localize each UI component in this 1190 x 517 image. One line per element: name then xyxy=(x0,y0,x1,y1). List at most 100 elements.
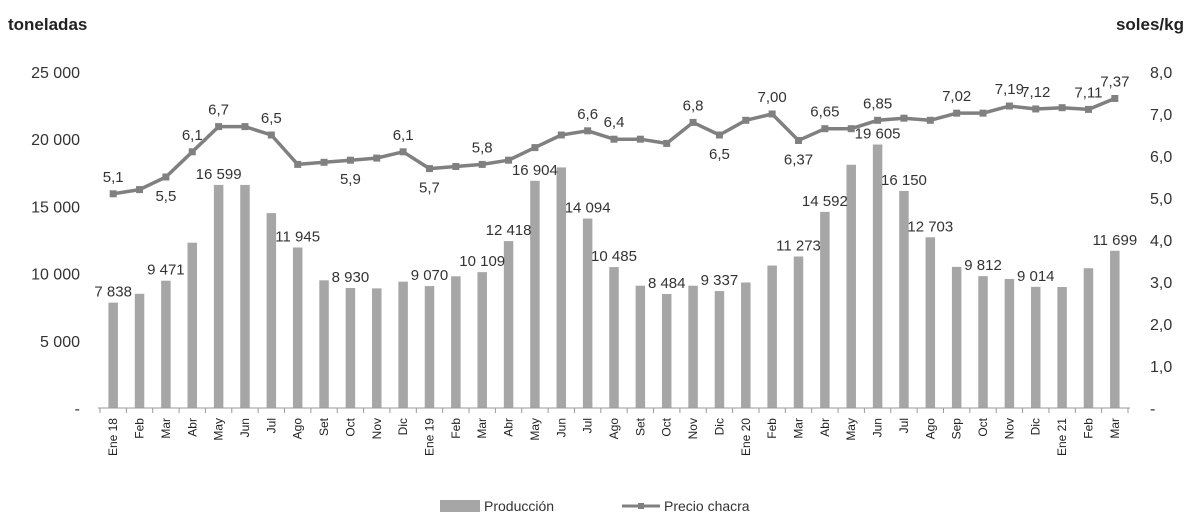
x-tick-label: May xyxy=(844,418,858,441)
x-tick-label: Ene 20 xyxy=(739,418,753,456)
line-value-label: 5,8 xyxy=(472,139,493,156)
left-tick-label: 15 000 xyxy=(31,199,80,216)
x-tick-label: Dic xyxy=(712,418,726,435)
line-value-label: 6,1 xyxy=(393,127,414,144)
bar-value-label: 9 070 xyxy=(411,267,449,284)
line-marker xyxy=(241,123,249,131)
right-axis: - 1,0 2,0 3,0 4,0 5,0 6,0 7,0 8,0 xyxy=(1150,65,1172,418)
legend-bar-label: Producción xyxy=(484,498,554,514)
bar xyxy=(161,280,171,408)
bar xyxy=(1030,286,1041,408)
line-value-label: 6,85 xyxy=(863,95,892,112)
x-tick-label: Oct xyxy=(660,417,674,436)
x-tick-label: Oct xyxy=(343,417,357,436)
line-marker xyxy=(215,123,223,131)
line-marker xyxy=(663,139,671,147)
bar xyxy=(266,213,277,408)
bar-value-label: 10 485 xyxy=(591,248,637,265)
bar xyxy=(978,276,988,408)
line-value-label: 6,5 xyxy=(261,110,282,127)
line-marker xyxy=(373,154,381,162)
line-marker xyxy=(294,160,302,168)
bar xyxy=(477,272,487,408)
bar xyxy=(1057,287,1067,408)
line-marker xyxy=(584,127,592,135)
line-marker xyxy=(346,156,354,164)
line-value-label: 7,37 xyxy=(1100,73,1129,90)
line-series xyxy=(109,94,1119,198)
bar xyxy=(1083,268,1094,408)
x-tick-label: Feb xyxy=(449,418,463,439)
bar-value-label: 9 014 xyxy=(1017,268,1055,285)
line-marker xyxy=(320,158,328,166)
line-value-label: 5,1 xyxy=(103,169,124,186)
bar xyxy=(556,167,567,408)
bar-value-label: 10 109 xyxy=(459,253,505,270)
line-value-label: 7,12 xyxy=(1021,84,1050,101)
bar-value-label: 19 605 xyxy=(855,126,901,143)
bar xyxy=(767,265,777,408)
line-marker xyxy=(610,135,618,143)
x-tick-label: Jun xyxy=(238,418,252,437)
line-value-label: 6,37 xyxy=(784,151,813,168)
legend-bar-swatch xyxy=(440,500,480,512)
bar-value-label: 14 592 xyxy=(802,193,848,210)
x-tick-label: Ene 18 xyxy=(106,418,120,456)
x-tick-label: Abr xyxy=(185,418,199,437)
line-marker xyxy=(636,135,644,143)
line-marker xyxy=(188,148,196,156)
bar-value-label: 12 703 xyxy=(907,218,953,235)
bar xyxy=(1004,278,1015,408)
bar-value-label: 12 418 xyxy=(486,222,532,239)
right-tick-label: 6,0 xyxy=(1150,149,1172,166)
line-marker xyxy=(1111,94,1119,102)
bar xyxy=(213,184,224,408)
line-value-label: 7,02 xyxy=(942,88,971,105)
x-tick-label: Sep xyxy=(950,418,964,440)
right-tick-label: 2,0 xyxy=(1150,317,1172,334)
bar xyxy=(345,287,356,408)
bar-value-label: 8 930 xyxy=(332,269,370,286)
line-marker xyxy=(847,125,855,133)
legend: Producción Precio chacra xyxy=(440,498,750,514)
x-tick-label: Oct xyxy=(976,417,990,436)
bar-data-labels: 7 838 9 471 16 599 11 945 8 930 9 070 10 109 12… xyxy=(94,126,1137,301)
line-marker xyxy=(478,160,486,168)
x-tick-label: Mar xyxy=(1108,418,1122,439)
bar xyxy=(451,276,461,408)
line-marker xyxy=(821,125,829,133)
bar xyxy=(688,285,698,408)
legend-line-label: Precio chacra xyxy=(664,498,750,514)
bar-value-label: 9 812 xyxy=(964,257,1002,274)
bar-value-label: 16 904 xyxy=(512,162,558,179)
line-marker xyxy=(452,163,460,170)
line-marker xyxy=(557,131,565,139)
bar xyxy=(319,280,329,408)
line-value-label: 6,5 xyxy=(709,146,730,163)
line-marker xyxy=(689,118,697,126)
x-tick-label: Ago xyxy=(607,418,621,440)
right-tick-label: 5,0 xyxy=(1150,191,1172,208)
bar xyxy=(820,211,830,408)
bar xyxy=(292,247,303,408)
bar xyxy=(793,256,804,408)
x-tick-label: Ene 19 xyxy=(422,418,436,456)
bar-value-label: 9 337 xyxy=(701,272,739,289)
bar xyxy=(661,293,672,408)
line-marker xyxy=(874,116,882,124)
line-marker xyxy=(1058,104,1066,112)
line-marker xyxy=(900,114,908,122)
line-marker xyxy=(399,148,407,156)
x-tick-label: Abr xyxy=(818,418,832,437)
line-marker xyxy=(795,136,803,144)
bar-value-label: 11 699 xyxy=(1092,232,1137,249)
line-data-labels: 5,1 5,5 6,1 6,7 6,5 5,9 6,1 5,7 5,8 6,6 6,4 6,8 6,5 7… xyxy=(103,73,1130,205)
line-value-label: 5,7 xyxy=(419,180,440,197)
x-tick-label: Ene 21 xyxy=(1055,418,1069,456)
right-tick-label: 4,0 xyxy=(1150,233,1172,250)
x-tick-label: Feb xyxy=(1081,418,1095,439)
line-marker xyxy=(425,165,433,173)
x-tick-label: May xyxy=(528,418,542,441)
bar xyxy=(846,164,856,408)
